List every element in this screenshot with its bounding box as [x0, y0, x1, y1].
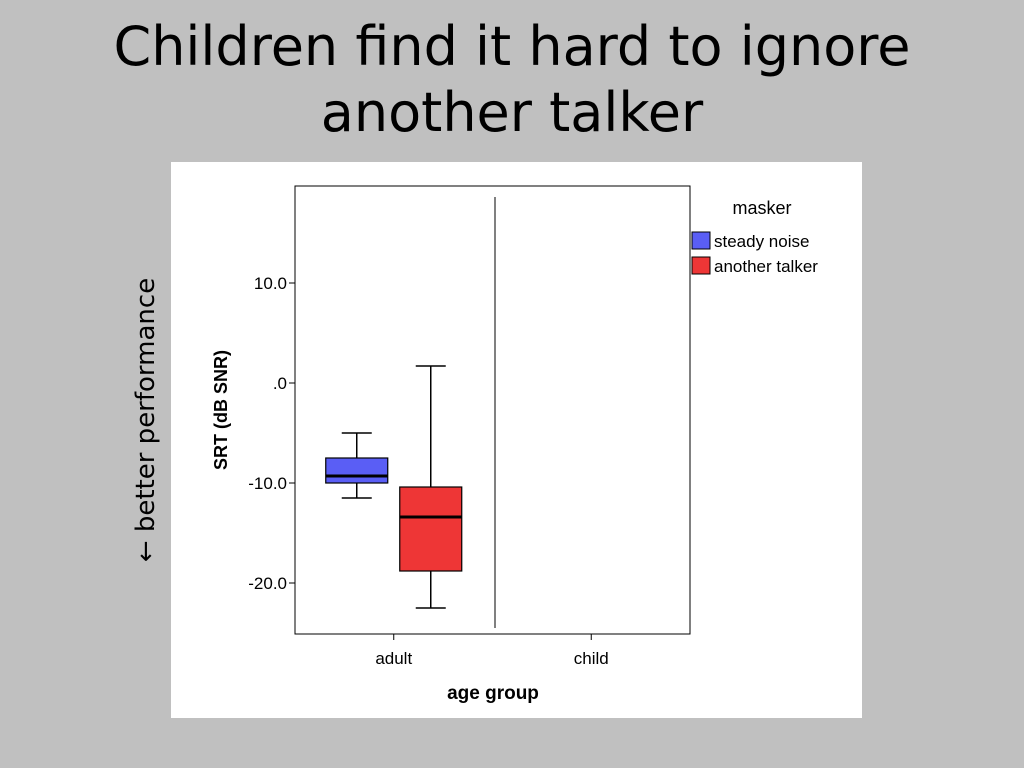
legend-items: steady noise another talker [691, 231, 818, 276]
iqr-box [399, 486, 463, 572]
slide-title: Children find it hard to ignore another … [0, 14, 1024, 146]
y-tick-label: 10.0 [254, 274, 287, 293]
y-axis-title: SRT (dB SNR) [211, 350, 231, 470]
legend-swatch [691, 256, 711, 275]
y-tick-label: .0 [273, 374, 287, 393]
slide-title-line-1: Children find it hard to ignore [113, 15, 911, 78]
legend-label: steady noise [714, 232, 809, 251]
legend-swatch [691, 231, 711, 250]
y-axis: 10.0 .0 -10.0 -20.0 [248, 274, 295, 593]
x-tick-label: adult [375, 649, 412, 668]
slide-title-line-2: another talker [320, 81, 704, 144]
box-plot-chart: 10.0 .0 -10.0 -20.0 adult child age group SR… [211, 185, 818, 704]
legend-title: masker [732, 198, 791, 218]
box-plot-series [325, 365, 463, 609]
box-steady-noise-adult [325, 432, 389, 499]
chart-panel: 10.0 .0 -10.0 -20.0 adult child age group SR… [171, 162, 862, 718]
iqr-box [325, 457, 389, 484]
plot-frame [294, 185, 691, 635]
y-tick-label: -20.0 [248, 574, 287, 593]
better-performance-annotation: ← better performance [131, 277, 161, 563]
box-another-talker-adult [399, 365, 463, 609]
legend-label: another talker [714, 257, 818, 276]
legend: masker steady noise another talker [691, 198, 818, 276]
x-axis-title: age group [447, 683, 539, 704]
y-tick-label: -10.0 [248, 474, 287, 493]
x-tick-label: child [574, 649, 609, 668]
x-axis: adult child [375, 634, 609, 668]
